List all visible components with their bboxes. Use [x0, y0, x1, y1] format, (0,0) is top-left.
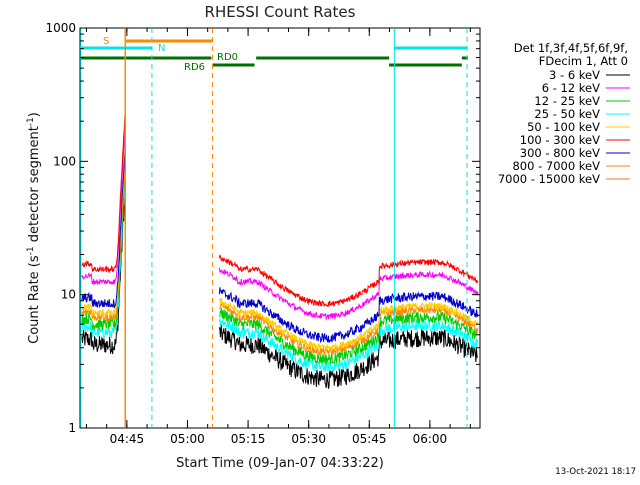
x-tick-label: 05:45	[352, 432, 387, 446]
y-axis-label-mid: detector segment	[27, 126, 42, 246]
legend-label: 25 - 50 keV	[534, 107, 600, 121]
legend-header-line-2: FDecim 1, Att 0	[539, 54, 628, 68]
rd0-flag-label: RD0	[217, 52, 238, 63]
y-axis-label-end: )	[27, 112, 42, 117]
legend-label: 6 - 12 keV	[542, 81, 600, 95]
x-axis-label: Start Time (09-Jan-07 04:33:22)	[176, 456, 384, 471]
rd6-flag-label: RD6	[184, 62, 205, 73]
plot-frame	[79, 27, 481, 429]
legend-label: 300 - 800 keV	[520, 146, 600, 160]
night-flag-label: N	[158, 43, 165, 54]
legend-label: 800 - 7000 keV	[512, 159, 600, 173]
y-axis-label-main: Count Rate (s	[27, 255, 42, 344]
saa-flag-label: S	[103, 36, 109, 47]
y-axis-label: Count Rate (s-1 detector segment-1)	[26, 112, 42, 344]
trace-300-800-kev	[218, 287, 479, 344]
trace-12-25-kev	[219, 307, 479, 365]
trace-6-12-kev	[218, 267, 479, 322]
event-markers	[80, 28, 468, 428]
trace-100-300-kev	[81, 112, 126, 274]
trace-6-12-kev	[81, 126, 126, 286]
data-traces	[81, 112, 479, 389]
legend-label: 12 - 25 keV	[534, 94, 600, 108]
chart-title: RHESSI Count Rates	[205, 3, 356, 21]
y-tick-label: 1	[68, 421, 76, 435]
trace-800-7000-kev	[218, 302, 479, 357]
x-tick-label: 05:15	[231, 432, 266, 446]
y-tick-label: 10	[61, 288, 76, 302]
legend-label: 3 - 6 keV	[549, 68, 600, 82]
trace-3-6-kev	[81, 191, 126, 355]
x-axis: 04:45 05:00 05:15 05:30 05:45 06:00	[85, 28, 471, 446]
legend: Det 1f,3f,4f,5f,6f,9f, FDecim 1, Att 0 3…	[498, 41, 630, 186]
y-axis: 1 10 100 1000	[45, 21, 480, 435]
y-axis-label-sup1: -1	[26, 246, 36, 255]
y-tick-label: 100	[53, 154, 76, 168]
legend-label: 50 - 100 keV	[527, 120, 600, 134]
legend-label: 100 - 300 keV	[520, 133, 600, 147]
x-tick-label: 04:45	[110, 432, 145, 446]
trace-100-300-kev	[218, 254, 479, 307]
y-axis-label-sup2: -1	[26, 117, 36, 126]
trace-50-100-kev	[218, 297, 479, 352]
x-tick-label: 05:00	[170, 432, 205, 446]
legend-label: 7000 - 15000 keV	[498, 172, 600, 186]
trace-300-800-kev	[81, 145, 126, 309]
x-tick-label: 05:30	[291, 432, 326, 446]
y-tick-label: 1000	[45, 21, 76, 35]
trace-25-50-kev	[218, 318, 479, 374]
legend-header-line-1: Det 1f,3f,4f,5f,6f,9f,	[514, 41, 628, 55]
trace-50-100-kev	[81, 158, 126, 317]
x-tick-label: 06:00	[413, 432, 448, 446]
footer-date: 13-Oct-2021 18:17	[555, 467, 636, 477]
flag-bars: S N RD0 RD6	[80, 36, 468, 73]
